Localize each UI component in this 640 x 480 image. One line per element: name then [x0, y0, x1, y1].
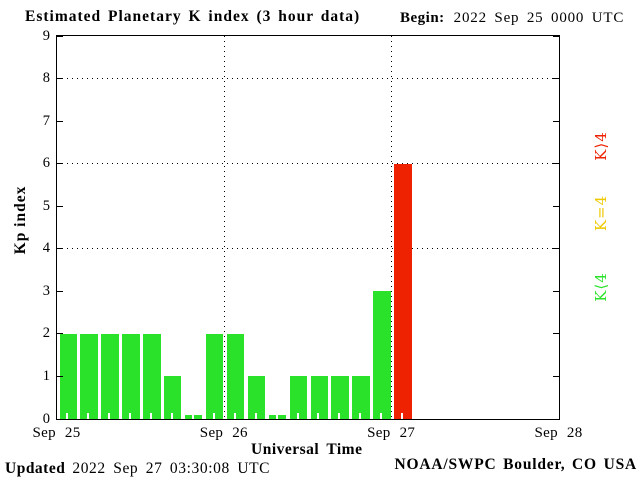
bar-bottom-tick: [150, 413, 153, 419]
kp-bar: [205, 333, 224, 419]
bar-bottom-tick: [296, 413, 299, 419]
bar-bottom-tick: [66, 413, 69, 419]
plot-area: [56, 35, 560, 420]
y-tick-label: 9: [42, 27, 50, 44]
gridline-y-4: [57, 248, 559, 250]
footer-org: NOAA/SWPC Boulder, CO USA: [394, 456, 637, 473]
begin-value: 2022 Sep 25 0000 UTC: [453, 10, 625, 26]
x-axis-title: Universal Time: [251, 441, 363, 458]
updated-value: 2022 Sep 27 03:30:08 UTC: [72, 460, 271, 477]
y-tick-mark-right: [553, 418, 559, 420]
kp-bar: [394, 163, 412, 419]
y-tick-mark-left: [57, 35, 63, 37]
kp-bar: [143, 333, 161, 419]
y-tick-label: 2: [42, 325, 50, 342]
kp-bar: [373, 291, 391, 419]
kp-bar: [352, 376, 370, 419]
updated-label: Updated: [5, 460, 66, 477]
legend-label-k-eq-4: K=4: [592, 194, 610, 232]
bar-bottom-tick: [191, 413, 194, 419]
y-tick-label: 1: [42, 367, 50, 384]
y-tick-mark-right: [553, 333, 559, 335]
kp-bar: [59, 333, 77, 419]
bar-bottom-tick: [108, 413, 111, 419]
day-boundary-line: [223, 36, 225, 419]
y-tick-mark-left: [57, 418, 63, 420]
kp-bar: [122, 333, 140, 419]
y-tick-mark-left: [57, 163, 63, 165]
kp-bar: [164, 376, 182, 419]
y-tick-label: 0: [42, 410, 50, 427]
y-tick-label: 3: [42, 282, 50, 299]
begin-line: Begin: 2022 Sep 25 0000 UTC: [400, 10, 624, 27]
y-tick-mark-right: [553, 35, 559, 37]
chart-title: Estimated Planetary K index (3 hour data…: [25, 8, 361, 25]
bar-bottom-tick: [254, 413, 257, 419]
y-tick-label: 8: [42, 70, 50, 87]
x-day-label: Sep 26: [199, 425, 248, 441]
x-day-label: Sep 27: [367, 425, 416, 441]
y-tick-label: 6: [42, 155, 50, 172]
begin-label: Begin:: [400, 10, 445, 26]
kp-bar: [289, 376, 307, 419]
legend-label-k-gt-4: K⟩4: [592, 131, 610, 161]
y-tick-mark-right: [553, 163, 559, 165]
kp-bar: [247, 376, 266, 419]
x-day-label: Sep 25: [32, 425, 81, 441]
bar-bottom-tick: [317, 413, 320, 419]
bar-bottom-tick: [171, 413, 174, 419]
y-tick-mark-left: [57, 120, 63, 122]
bar-bottom-tick: [338, 413, 341, 419]
bar-bottom-tick: [380, 413, 383, 419]
bar-bottom-tick: [129, 413, 132, 419]
y-tick-mark-right: [553, 205, 559, 207]
y-tick-mark-right: [553, 120, 559, 122]
footer-updated: Updated 2022 Sep 27 03:30:08 UTC: [5, 460, 270, 478]
y-tick-mark-right: [553, 375, 559, 377]
gridline-y-8: [57, 78, 559, 80]
y-tick-mark-left: [57, 333, 63, 335]
y-tick-mark-right: [553, 248, 559, 250]
y-tick-label: 7: [42, 112, 50, 129]
y-tick-mark-right: [553, 290, 559, 292]
x-day-label: Sep 28: [534, 425, 583, 441]
y-tick-label: 4: [42, 240, 50, 257]
day-boundary-line: [391, 36, 393, 419]
bar-bottom-tick: [401, 413, 404, 419]
gridline-y-6: [57, 163, 559, 165]
y-tick-mark-left: [57, 290, 63, 292]
y-tick-mark-right: [553, 78, 559, 80]
kp-bar: [101, 333, 119, 419]
kp-bar: [80, 333, 98, 419]
kp-bar: [226, 333, 245, 419]
y-tick-mark-left: [57, 205, 63, 207]
y-tick-mark-left: [57, 248, 63, 250]
bar-bottom-tick: [87, 413, 90, 419]
legend-label-k-lt-4: K⟨4: [592, 272, 610, 302]
kp-bar: [310, 376, 328, 419]
y-tick-mark-left: [57, 78, 63, 80]
bar-bottom-tick: [275, 413, 278, 419]
kp-bar: [331, 376, 349, 419]
bar-bottom-tick: [233, 413, 236, 419]
y-tick-label: 5: [42, 197, 50, 214]
bar-bottom-tick: [359, 413, 362, 419]
y-tick-mark-left: [57, 375, 63, 377]
bar-bottom-tick: [212, 413, 215, 419]
